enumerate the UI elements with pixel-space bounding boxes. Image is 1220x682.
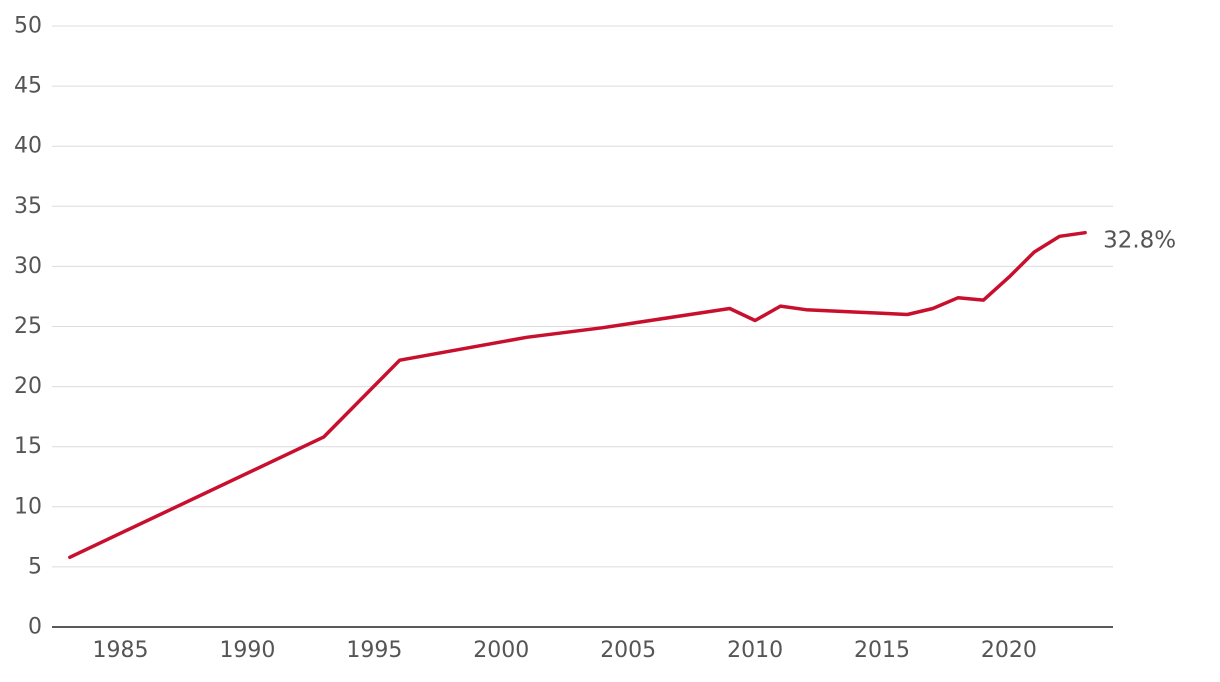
- y-tick-label-25: 25: [14, 314, 42, 339]
- x-tick-label-2020: 2020: [981, 638, 1037, 663]
- y-tick-label-20: 20: [14, 374, 42, 399]
- x-tick-label-1995: 1995: [346, 638, 402, 663]
- y-tick-label-35: 35: [14, 194, 42, 219]
- grid: [52, 25, 1113, 568]
- y-tick-label-50: 50: [14, 14, 42, 39]
- y-tick-label-30: 30: [14, 254, 42, 279]
- series-line-0: [68, 230, 1087, 560]
- y-tick-label-5: 5: [28, 554, 42, 579]
- x-tick-label-1990: 1990: [219, 638, 275, 663]
- series: [68, 230, 1087, 560]
- x-tick-label-2005: 2005: [600, 638, 656, 663]
- y-tick-label-10: 10: [14, 494, 42, 519]
- y-tick-label-0: 0: [28, 615, 42, 640]
- y-tick-label-45: 45: [14, 74, 42, 99]
- x-tick-label-2015: 2015: [854, 638, 910, 663]
- y-tick-label-15: 15: [14, 434, 42, 459]
- x-tick-label-1985: 1985: [93, 638, 149, 663]
- x-tick-label-2000: 2000: [473, 638, 529, 663]
- annotations: 32.8%: [1103, 228, 1176, 254]
- x-axis: 1985 1990 1995 2000 2005 2010 2015 2020: [52, 626, 1113, 663]
- end-value-label: 32.8%: [1103, 228, 1176, 254]
- x-tick-label-2010: 2010: [727, 638, 783, 663]
- y-tick-label-40: 40: [14, 134, 42, 159]
- y-axis: 0 5 10 15 20 25 30 35 40 45 50: [14, 14, 42, 640]
